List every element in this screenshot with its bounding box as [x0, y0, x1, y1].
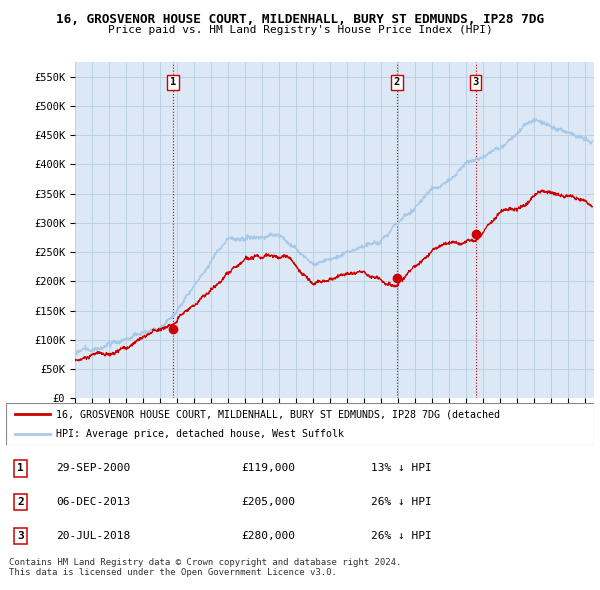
- Text: 1: 1: [17, 464, 24, 474]
- Text: Contains HM Land Registry data © Crown copyright and database right 2024.
This d: Contains HM Land Registry data © Crown c…: [9, 558, 401, 577]
- Text: 16, GROSVENOR HOUSE COURT, MILDENHALL, BURY ST EDMUNDS, IP28 7DG: 16, GROSVENOR HOUSE COURT, MILDENHALL, B…: [56, 13, 544, 26]
- Text: HPI: Average price, detached house, West Suffolk: HPI: Average price, detached house, West…: [56, 429, 344, 439]
- Text: 26% ↓ HPI: 26% ↓ HPI: [371, 497, 431, 507]
- Text: 2: 2: [17, 497, 24, 507]
- Text: 2: 2: [394, 77, 400, 87]
- Text: Price paid vs. HM Land Registry's House Price Index (HPI): Price paid vs. HM Land Registry's House …: [107, 25, 493, 35]
- Text: 13% ↓ HPI: 13% ↓ HPI: [371, 464, 431, 474]
- Text: £205,000: £205,000: [241, 497, 295, 507]
- Text: 3: 3: [473, 77, 479, 87]
- Text: 16, GROSVENOR HOUSE COURT, MILDENHALL, BURY ST EDMUNDS, IP28 7DG (detached: 16, GROSVENOR HOUSE COURT, MILDENHALL, B…: [56, 409, 500, 419]
- Text: 3: 3: [17, 530, 24, 540]
- Text: £119,000: £119,000: [241, 464, 295, 474]
- Text: £280,000: £280,000: [241, 530, 295, 540]
- FancyBboxPatch shape: [6, 403, 594, 445]
- Text: 06-DEC-2013: 06-DEC-2013: [56, 497, 130, 507]
- Text: 29-SEP-2000: 29-SEP-2000: [56, 464, 130, 474]
- Text: 20-JUL-2018: 20-JUL-2018: [56, 530, 130, 540]
- Text: 26% ↓ HPI: 26% ↓ HPI: [371, 530, 431, 540]
- Text: 1: 1: [170, 77, 176, 87]
